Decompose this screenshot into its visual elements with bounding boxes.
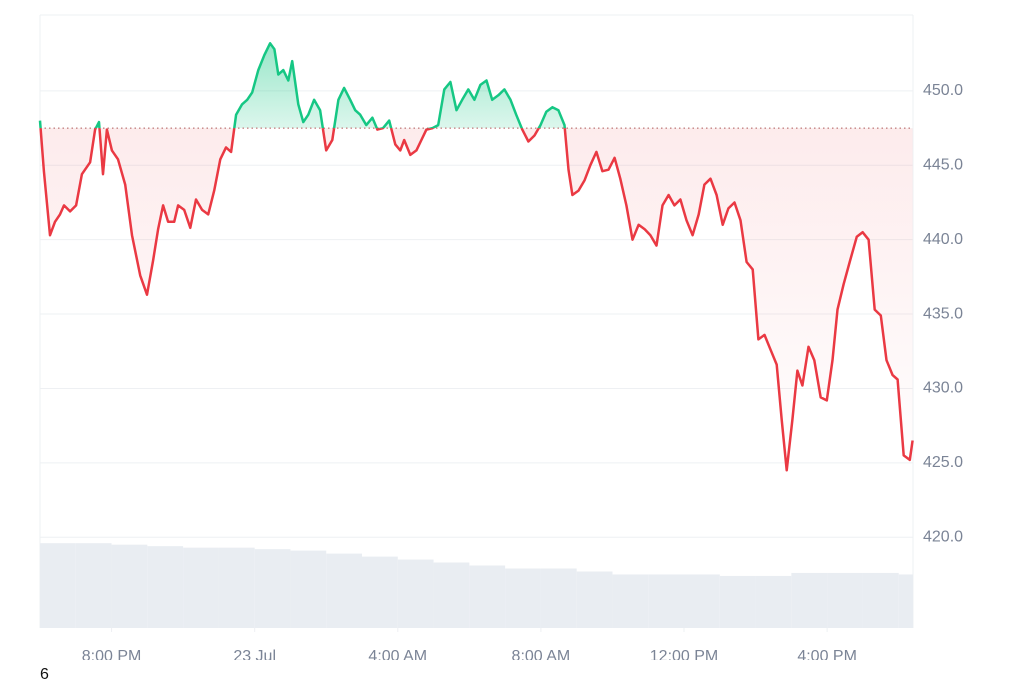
volume-bar xyxy=(648,574,685,628)
volume-bar xyxy=(791,572,828,628)
volume-bar xyxy=(898,574,913,628)
volume-bar xyxy=(469,565,506,628)
x-tick-label: 8:00 AM xyxy=(512,648,571,660)
volume-bar xyxy=(827,572,863,628)
footer-text: 6 xyxy=(40,666,49,683)
volume-bar xyxy=(719,575,756,628)
volume-bar xyxy=(755,575,792,628)
chart: 420.0 425.0 430.0 435.0 440.0 445.0 450.0 8:00 … xyxy=(38,14,963,660)
y-tick-label: 445.0 xyxy=(923,156,963,173)
volume-bar xyxy=(612,574,649,628)
volume-bar xyxy=(362,556,398,628)
volume-bar xyxy=(75,543,112,628)
x-tick-label: 4:00 PM xyxy=(797,648,857,660)
y-tick-label: 420.0 xyxy=(923,528,963,545)
area-up xyxy=(40,43,565,129)
y-tick-label: 450.0 xyxy=(923,82,963,99)
volume-bar xyxy=(576,571,613,628)
x-tick-label: 23 Jul xyxy=(233,648,276,660)
volume-bar xyxy=(254,549,291,628)
price-line-up xyxy=(38,42,567,129)
x-tick-label: 4:00 AM xyxy=(368,648,427,660)
y-tick-label: 440.0 xyxy=(923,231,963,248)
x-tick-label: 12:00 PM xyxy=(650,648,718,660)
volume-bar xyxy=(218,547,255,628)
y-tick-label: 435.0 xyxy=(923,305,963,322)
volume-bar xyxy=(540,568,577,628)
volume-bar xyxy=(40,543,76,628)
y-tick-label: 425.0 xyxy=(923,454,963,471)
price-line-down xyxy=(39,128,914,472)
volume-bar xyxy=(111,544,148,628)
area-down xyxy=(40,128,913,471)
x-tick-label: 8:00 PM xyxy=(82,648,142,660)
volume-bar xyxy=(684,574,720,628)
volume-bar xyxy=(505,568,541,628)
volume-bar xyxy=(183,547,219,628)
volume-bar xyxy=(862,572,899,628)
volume-bar xyxy=(433,562,470,628)
volume-bar xyxy=(397,559,434,628)
volume-bar xyxy=(290,550,327,628)
y-tick-label: 430.0 xyxy=(923,380,963,397)
volume-bar xyxy=(326,553,363,628)
volume-bar xyxy=(147,546,184,628)
